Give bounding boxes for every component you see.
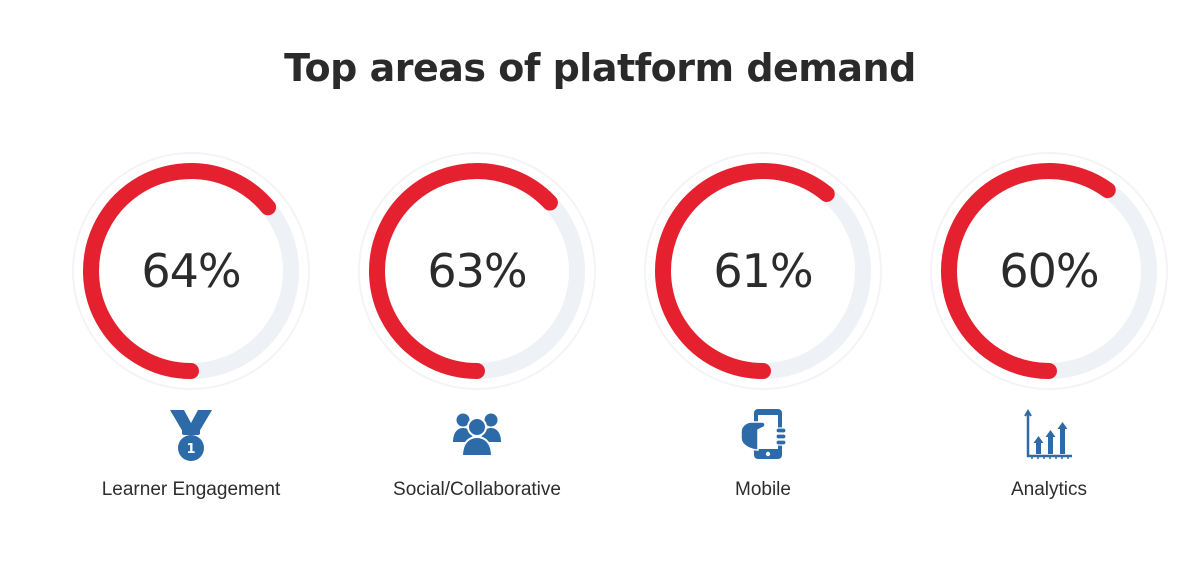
category-label: Mobile [735,479,791,500]
category-label: Learner Engagement [101,479,281,500]
mobile-phone-icon [738,406,788,462]
gauge-item-social-collaborative: 63% Social/Collaborative [334,0,620,570]
medal-icon: 1 [166,406,216,462]
chart-title: Top areas of platform demand [284,46,916,90]
progress-ring: 64% [70,150,312,392]
percentage-value: 64% [141,244,241,298]
percentage-value: 63% [427,244,527,298]
progress-ring: 63% [356,150,598,392]
group-icon [452,406,502,462]
ring-arc [655,163,835,379]
category-label: Social/Collaborative [393,479,561,500]
ring-arc [941,163,1116,379]
bar-chart-icon [1024,406,1074,462]
percentage-value: 60% [999,244,1099,298]
progress-ring: 61% [642,150,884,392]
category-label: Analytics [1010,479,1088,500]
gauge-item-learner-engagement: 64% 1 Learner Engagement [48,0,334,570]
progress-ring: 60% [928,150,1170,392]
ring-arc [369,163,558,379]
svg-text:1: 1 [186,442,195,457]
gauge-item-analytics: 60% Analytics [906,0,1192,570]
ring-arc [83,163,277,379]
gauge-item-mobile: 61% Mobile [620,0,906,570]
percentage-value: 61% [713,244,813,298]
